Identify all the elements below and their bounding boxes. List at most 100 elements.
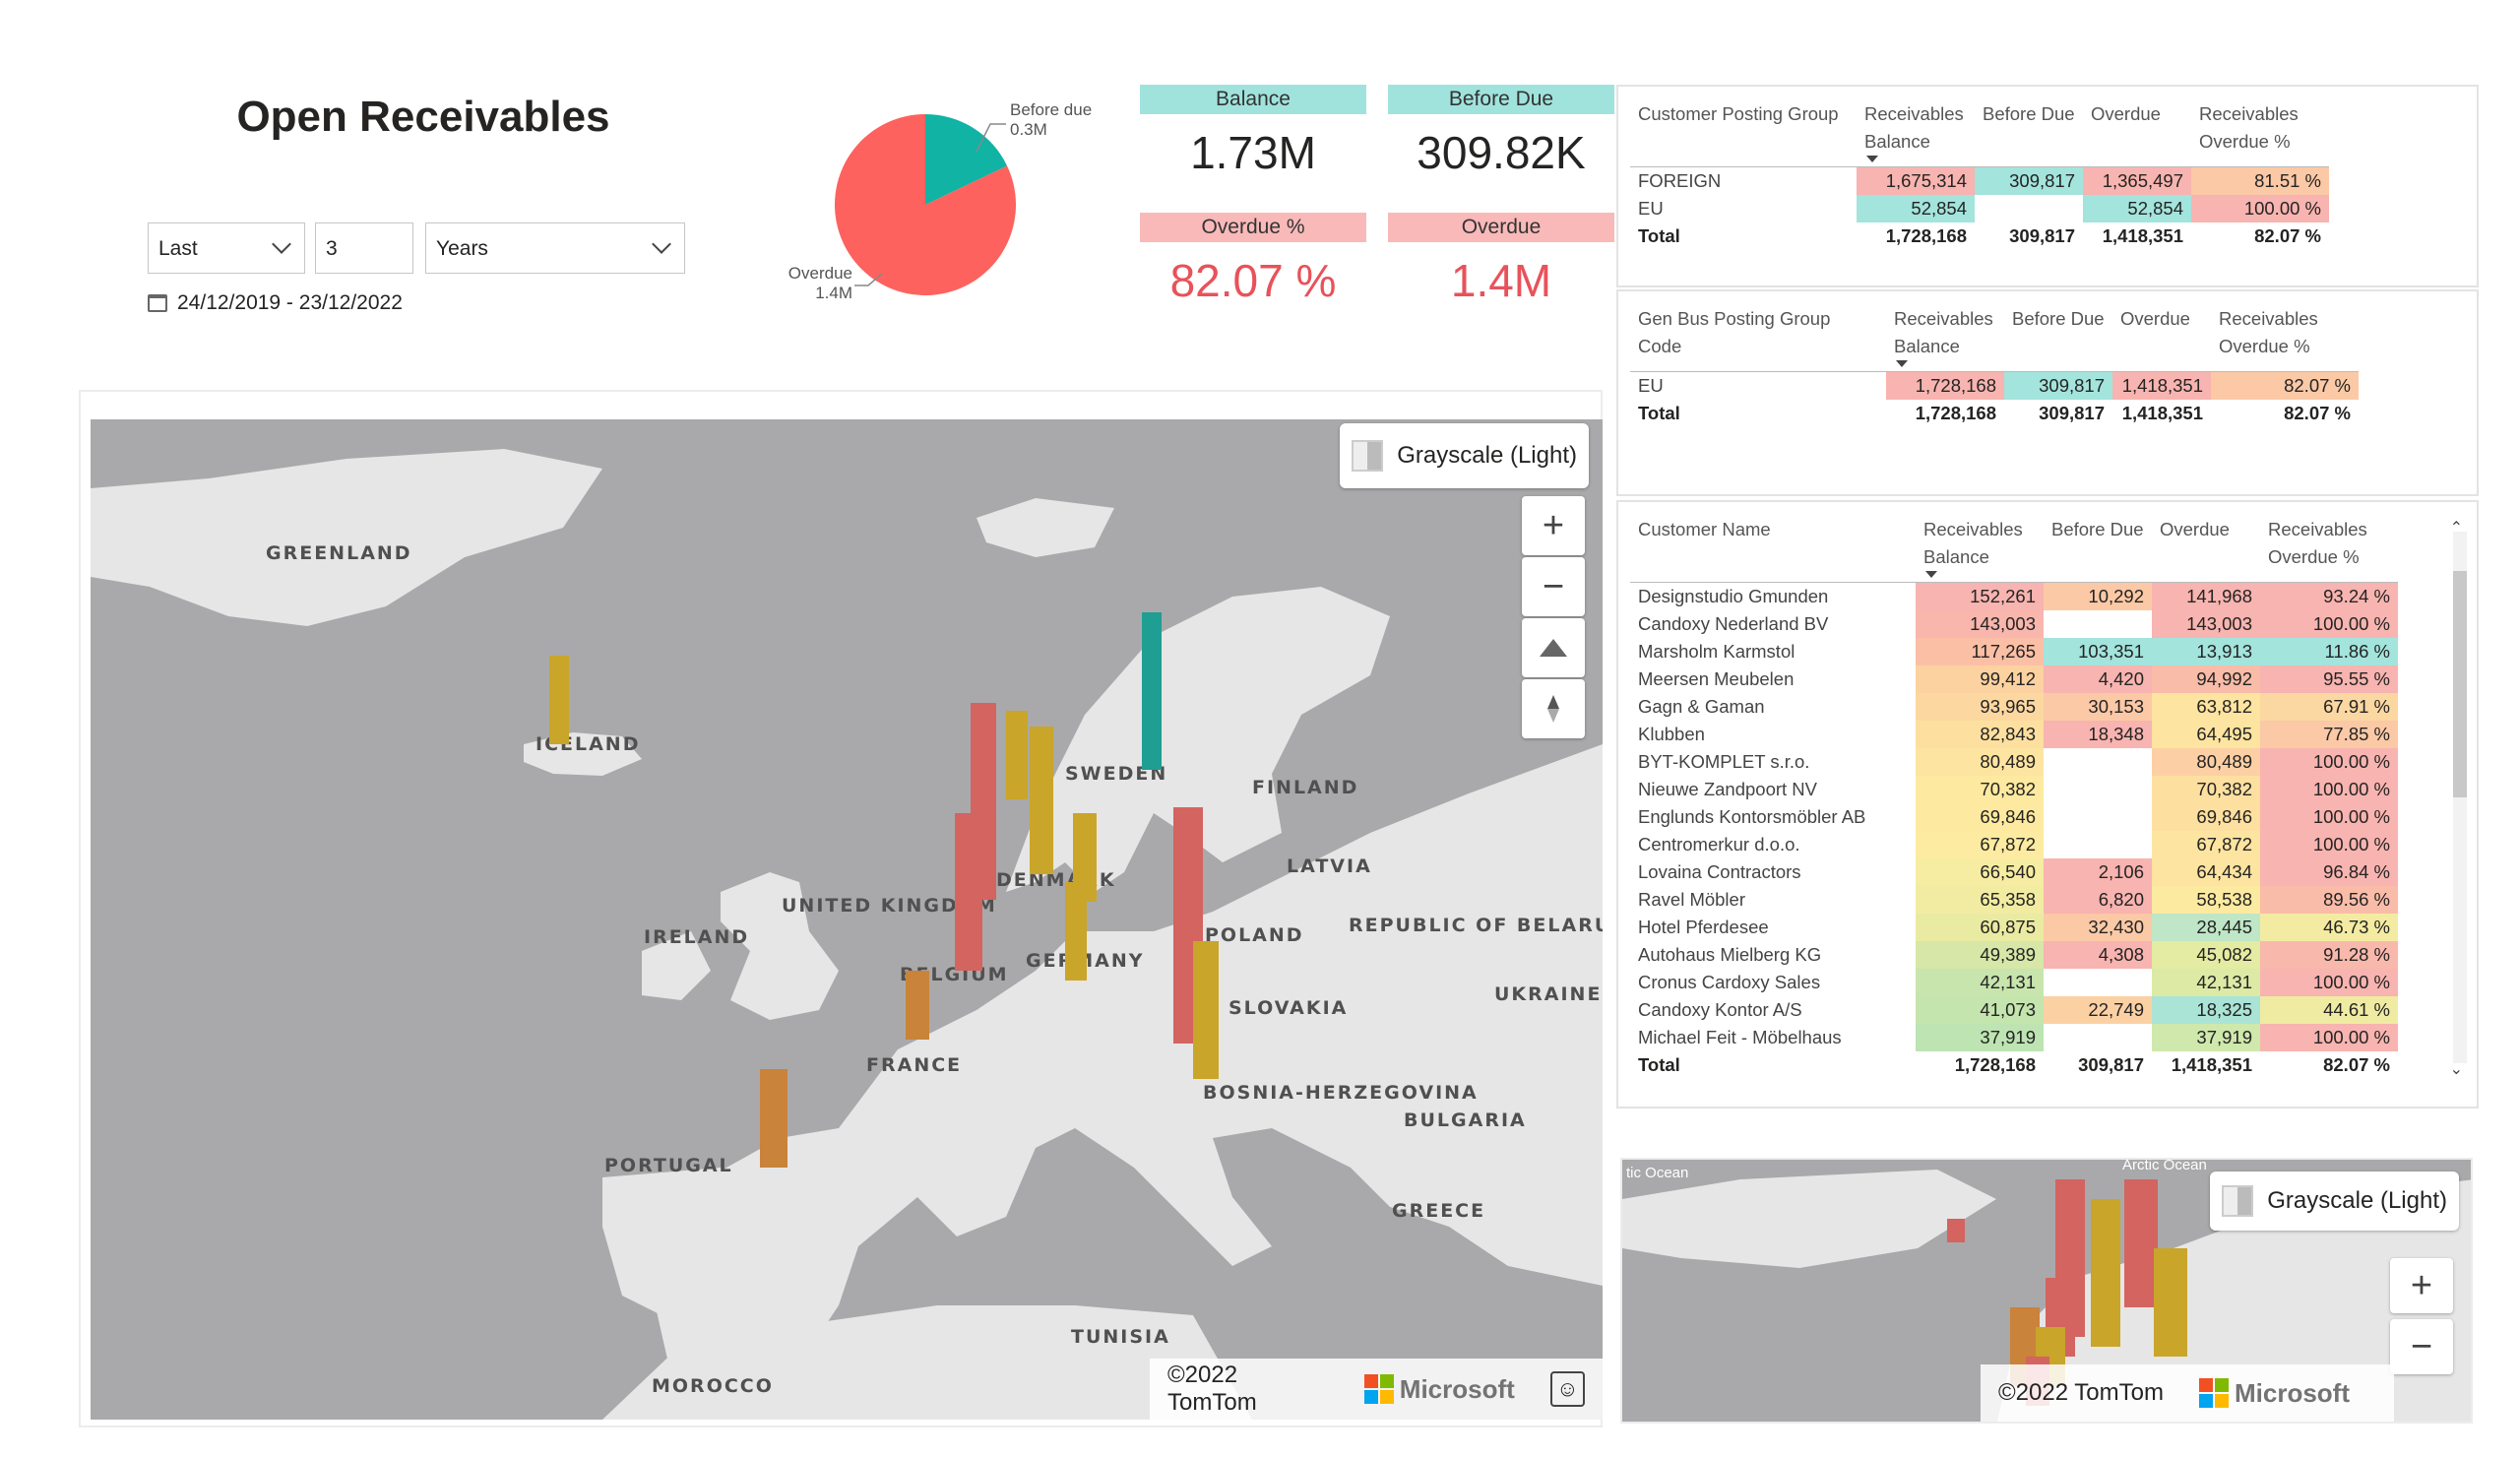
customer-posting-group-matrix[interactable]: Customer Posting Group Receivables Balanc… bbox=[1616, 85, 2479, 287]
column-header[interactable]: Overdue bbox=[2112, 301, 2211, 372]
total-label-cell: Total bbox=[1638, 403, 1680, 423]
scroll-up-icon[interactable]: ⌃ bbox=[2449, 520, 2463, 537]
value-cell: 63,812 bbox=[2152, 693, 2260, 721]
receivables-pie-chart[interactable]: Before due 0.3M Overdue 1.4M bbox=[748, 89, 1132, 335]
column-header[interactable]: Before Due bbox=[2044, 512, 2152, 583]
customer-name-matrix[interactable]: Customer Name Receivables Balance Before D… bbox=[1616, 500, 2479, 1109]
map-bar-germany[interactable] bbox=[1065, 882, 1087, 981]
scrollbar-thumb[interactable] bbox=[2453, 571, 2467, 797]
table-row[interactable]: Meersen Meubelen 99,412 4,420 94,992 95.55 % bbox=[1630, 665, 2398, 693]
table-row[interactable]: Ravel Möbler 65,358 6,820 58,538 89.56 % bbox=[1630, 886, 2398, 914]
zoom-in-button[interactable]: + bbox=[1522, 496, 1585, 555]
table-row[interactable]: Klubben 82,843 18,348 64,495 77.85 % bbox=[1630, 721, 2398, 748]
pie-slice-before-due[interactable] bbox=[925, 114, 1008, 205]
minimap-zoom-in-button[interactable]: + bbox=[2390, 1258, 2453, 1313]
table-row[interactable]: BYT-KOMPLET s.r.o. 80,489 80,489 100.00 % bbox=[1630, 748, 2398, 776]
table-row[interactable]: Cronus Cardoxy Sales 42,131 42,131 100.00 % bbox=[1630, 969, 2398, 996]
kpi-card-overdue-percent[interactable]: Overdue % 82.07 % bbox=[1140, 213, 1366, 307]
relative-date-mode-dropdown[interactable]: Last bbox=[148, 222, 305, 274]
value-cell: 93.24 % bbox=[2260, 582, 2398, 610]
pie-slice-overdue[interactable] bbox=[835, 114, 1016, 295]
matrix-header-row: Customer Posting Group Receivables Balanc… bbox=[1630, 96, 2329, 167]
column-header[interactable]: Receivables Balance bbox=[1886, 301, 2004, 372]
vertical-scrollbar[interactable] bbox=[2453, 532, 2467, 1063]
table-row[interactable]: Gagn & Gaman 93,965 30,153 63,812 67.91 % bbox=[1630, 693, 2398, 721]
map-bar-czechia[interactable] bbox=[1193, 941, 1219, 1079]
minimap-zoom-out-button[interactable]: − bbox=[2390, 1319, 2453, 1374]
value-cell bbox=[2044, 969, 2152, 996]
column-header[interactable]: Before Due bbox=[1975, 96, 2083, 167]
secondary-3d-map[interactable]: tic Ocean Arctic Ocean Grayscale (Light)… bbox=[1620, 1158, 2473, 1424]
svalbard-landmass bbox=[976, 498, 1114, 557]
row-label-cell: Klubben bbox=[1638, 724, 1705, 744]
table-row[interactable]: FOREIGN 1,675,314 309,817 1,365,497 81.51 % bbox=[1630, 166, 2329, 195]
column-header[interactable]: Overdue bbox=[2083, 96, 2191, 167]
europe-3d-map[interactable]: GREENLAND ICELAND SWEDEN FINLAND DENMARK… bbox=[91, 419, 1603, 1420]
relative-date-count-input[interactable]: 3 bbox=[315, 222, 413, 274]
map-bar-sweden-west[interactable] bbox=[1006, 711, 1028, 799]
map-bar-belgium[interactable] bbox=[906, 971, 929, 1040]
column-header[interactable]: Customer Name bbox=[1630, 512, 1916, 583]
column-header-label: Receivables Balance bbox=[1894, 308, 1993, 356]
table-row[interactable]: Candoxy Nederland BV 143,003 143,003 100.00… bbox=[1630, 610, 2398, 638]
map-bar-iceland[interactable] bbox=[549, 656, 569, 744]
map-bar-germany-west[interactable] bbox=[955, 813, 982, 971]
value-cell: 4,420 bbox=[2044, 665, 2152, 693]
continent-landmass bbox=[642, 744, 1603, 1420]
value-cell: 1,365,497 bbox=[2083, 166, 2191, 195]
column-header[interactable]: Gen Bus Posting Group Code bbox=[1630, 301, 1886, 372]
feedback-smiley-icon[interactable]: ☺ bbox=[1549, 1371, 1585, 1407]
table-row[interactable]: Candoxy Kontor A/S 41,073 22,749 18,325 44.6… bbox=[1630, 996, 2398, 1024]
table-row[interactable]: Nieuwe Zandpoort NV 70,382 70,382 100.00 % bbox=[1630, 776, 2398, 803]
column-header[interactable]: Receivables Balance bbox=[1916, 512, 2044, 583]
column-header[interactable]: Receivables Overdue % bbox=[2211, 301, 2359, 372]
row-label-cell: Ravel Möbler bbox=[1638, 889, 1745, 910]
value-cell: 52,854 bbox=[2083, 195, 2191, 222]
value-cell: 1,418,351 bbox=[2112, 371, 2211, 400]
table-row[interactable]: Michael Feit - Möbelhaus 37,919 37,919 100.… bbox=[1630, 1024, 2398, 1051]
table-row[interactable]: Lovaina Contractors 66,540 2,106 64,434 96.8… bbox=[1630, 858, 2398, 886]
scroll-down-icon[interactable]: ⌄ bbox=[2449, 1061, 2463, 1078]
column-header[interactable]: Before Due bbox=[2004, 301, 2112, 372]
value-cell: 66,540 bbox=[1916, 858, 2044, 886]
tilt-icon[interactable] bbox=[1522, 618, 1585, 677]
value-cell bbox=[2044, 831, 2152, 858]
relative-date-unit-dropdown[interactable]: Years bbox=[425, 222, 685, 274]
column-header[interactable]: Customer Posting Group bbox=[1630, 96, 1857, 167]
table-row[interactable]: Marsholm Karmstol 117,265 103,351 13,913 11.… bbox=[1630, 638, 2398, 665]
kpi-card-before-due[interactable]: Before Due 309.82K bbox=[1388, 85, 1614, 179]
table-row[interactable]: Designstudio Gmunden 152,261 10,292 141,968… bbox=[1630, 582, 2398, 610]
map-label-poland: POLAND bbox=[1205, 924, 1304, 946]
kpi-card-overdue[interactable]: Overdue 1.4M bbox=[1388, 213, 1614, 307]
table-row[interactable]: Centromerkur d.o.o. 67,872 67,872 100.00 % bbox=[1630, 831, 2398, 858]
value-cell: 37,919 bbox=[1916, 1024, 2044, 1051]
kpi-card-balance[interactable]: Balance 1.73M bbox=[1140, 85, 1366, 179]
minimap-style-toggle[interactable]: Grayscale (Light) bbox=[2210, 1172, 2459, 1231]
table-row[interactable]: Autohaus Mielberg KG 49,389 4,308 45,082 91.… bbox=[1630, 941, 2398, 969]
map-style-toggle[interactable]: Grayscale (Light) bbox=[1340, 423, 1589, 488]
value-cell: 64,434 bbox=[2152, 858, 2260, 886]
gen-bus-posting-group-matrix[interactable]: Gen Bus Posting Group Code Receivables Ba… bbox=[1616, 289, 2479, 496]
column-header-label: Before Due bbox=[2012, 308, 2105, 329]
value-cell: 152,261 bbox=[1916, 582, 2044, 610]
table-row[interactable]: Hotel Pferdesee 60,875 32,430 28,445 46.73 % bbox=[1630, 914, 2398, 941]
column-header[interactable]: Receivables Overdue % bbox=[2260, 512, 2398, 583]
sort-descending-icon bbox=[1925, 571, 1937, 578]
pie-leader-before-due bbox=[976, 123, 1006, 153]
row-label-cell: Gagn & Gaman bbox=[1638, 696, 1765, 717]
value-cell bbox=[2044, 776, 2152, 803]
compass-icon[interactable] bbox=[1522, 679, 1585, 738]
table-row[interactable]: EU 52,854 52,854 100.00 % bbox=[1630, 195, 2329, 222]
zoom-out-button[interactable]: − bbox=[1522, 557, 1585, 616]
table-row[interactable]: Englunds Kontorsmöbler AB 69,846 69,846 100… bbox=[1630, 803, 2398, 831]
value-cell: 309,817 bbox=[2004, 371, 2112, 400]
map-bar-spain[interactable] bbox=[760, 1069, 788, 1168]
map-bar-sweden[interactable] bbox=[1030, 727, 1053, 874]
column-header[interactable]: Overdue bbox=[2152, 512, 2260, 583]
row-label-cell: BYT-KOMPLET s.r.o. bbox=[1638, 751, 1810, 772]
map-bar-finland[interactable] bbox=[1142, 612, 1162, 770]
column-header[interactable]: Receivables Balance bbox=[1857, 96, 1975, 167]
table-row[interactable]: EU 1,728,168 309,817 1,418,351 82.07 % bbox=[1630, 371, 2359, 400]
row-label-cell: Michael Feit - Möbelhaus bbox=[1638, 1027, 1842, 1047]
column-header[interactable]: Receivables Overdue % bbox=[2191, 96, 2329, 167]
